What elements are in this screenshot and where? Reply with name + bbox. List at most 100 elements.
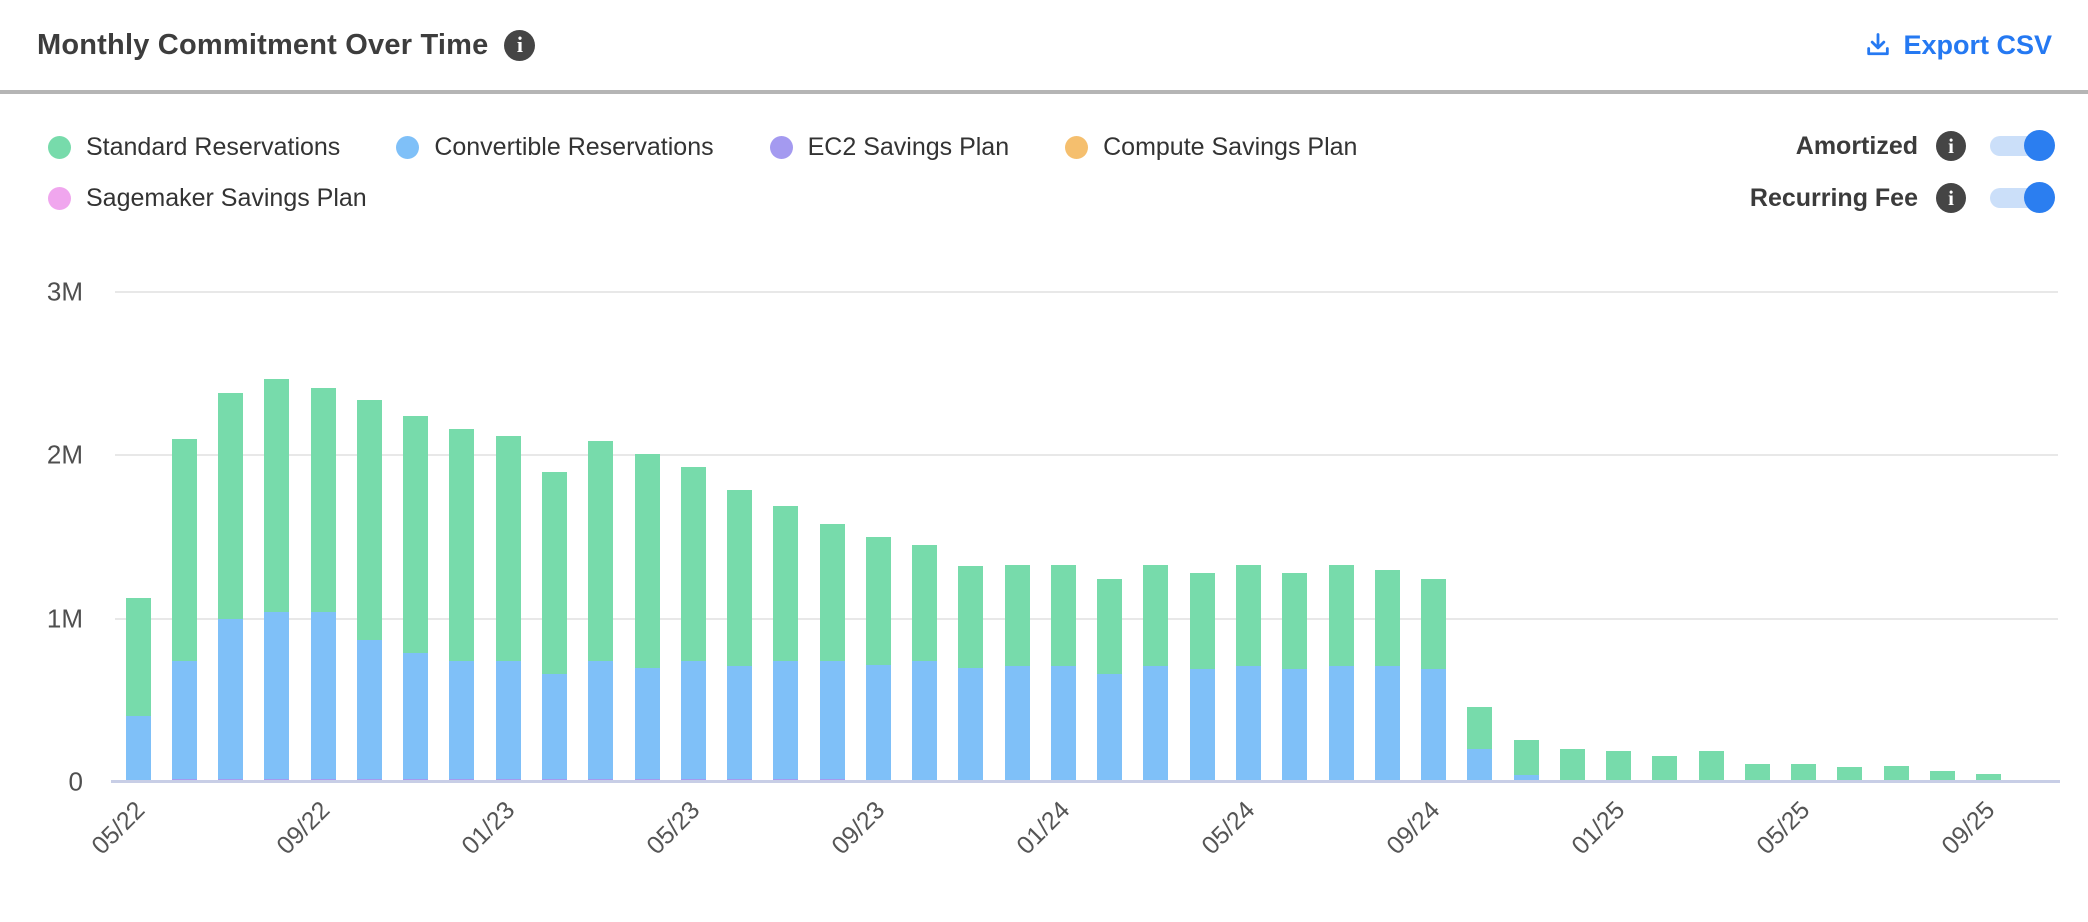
gridline-1M	[115, 617, 2058, 620]
bar-slot-02/25	[1642, 292, 1688, 782]
bar-05/24[interactable]	[1236, 564, 1261, 782]
bar-05/23[interactable]	[680, 466, 706, 782]
bar-segment-standard-reservations	[1513, 739, 1539, 776]
bar-segment-standard-reservations	[1606, 750, 1632, 782]
bar-09/23[interactable]	[865, 537, 891, 782]
bar-segment-standard-reservations	[1189, 572, 1215, 670]
bar-06/22[interactable]	[171, 439, 197, 782]
bar-segment-standard-reservations	[542, 471, 568, 675]
bar-02/23[interactable]	[542, 471, 568, 782]
y-axis-label-3M: 3M	[46, 276, 83, 307]
bar-segment-convertible-reservations	[1004, 666, 1030, 782]
bar-04/24[interactable]	[1189, 572, 1215, 782]
bar-segment-convertible-reservations	[958, 667, 984, 782]
bar-07/23[interactable]	[773, 505, 799, 782]
bar-11/24[interactable]	[1513, 739, 1539, 782]
bar-06/24[interactable]	[1282, 572, 1308, 782]
bar-09/22[interactable]	[310, 388, 336, 782]
bar-segment-convertible-reservations	[727, 666, 753, 779]
bar-segment-convertible-reservations	[1421, 669, 1447, 782]
bar-segment-standard-reservations	[865, 537, 891, 666]
amortized-toggle[interactable]	[1990, 130, 2055, 161]
bar-08/25[interactable]	[1929, 771, 1955, 782]
bar-segment-standard-reservations	[171, 439, 197, 662]
bar-07/22[interactable]	[218, 393, 244, 782]
x-axis-line	[111, 780, 2060, 783]
bar-slot-01/23	[485, 292, 531, 782]
bar-12/23[interactable]	[1004, 564, 1030, 782]
bar-slot-01/24	[1040, 292, 1086, 782]
amortized-info-icon[interactable]: i	[1936, 131, 1966, 161]
bar-segment-convertible-reservations	[819, 661, 845, 779]
legend-item-sagemaker-savings-plan[interactable]: Sagemaker Savings Plan	[48, 181, 367, 215]
bar-08/24[interactable]	[1374, 569, 1400, 782]
bar-04/25[interactable]	[1744, 764, 1770, 782]
bar-slot-06/23	[716, 292, 762, 782]
bar-08/23[interactable]	[819, 523, 845, 782]
bar-segment-convertible-reservations	[912, 661, 938, 782]
bar-01/25[interactable]	[1606, 750, 1632, 782]
bar-01/24[interactable]	[1050, 564, 1076, 782]
bar-01/23[interactable]	[495, 435, 521, 782]
legend-item-standard-reservations[interactable]: Standard Reservations	[48, 130, 340, 164]
bar-11/22[interactable]	[403, 416, 429, 782]
bar-slot-10/23	[902, 292, 948, 782]
bar-segment-standard-reservations	[1883, 765, 1909, 782]
bar-segment-convertible-reservations	[542, 674, 568, 779]
y-axis-label-2M: 2M	[46, 439, 83, 470]
bar-05/22[interactable]	[125, 598, 151, 782]
bar-segment-convertible-reservations	[264, 612, 290, 779]
chart-header: Monthly Commitment Over Time i Export CS…	[0, 0, 2088, 90]
bar-05/25[interactable]	[1791, 764, 1817, 782]
toggle-row-amortized: Amortized i	[1750, 126, 2055, 166]
bar-08/22[interactable]	[264, 378, 290, 782]
x-axis-label-09/25: 09/25	[1936, 796, 2001, 861]
bar-segment-convertible-reservations	[1236, 666, 1261, 782]
bar-03/25[interactable]	[1698, 750, 1724, 782]
bar-06/23[interactable]	[727, 489, 753, 782]
bar-segment-standard-reservations	[264, 378, 290, 613]
bar-slot-06/24	[1272, 292, 1318, 782]
bar-03/24[interactable]	[1143, 564, 1169, 782]
x-axis-label-05/23: 05/23	[641, 796, 706, 861]
bar-segment-standard-reservations	[1744, 764, 1770, 782]
bar-11/23[interactable]	[958, 566, 984, 782]
title-info-icon[interactable]: i	[504, 29, 536, 61]
bar-07/24[interactable]	[1328, 564, 1354, 782]
x-axis-label-05/25: 05/25	[1751, 796, 1816, 861]
bar-segment-standard-reservations	[680, 466, 706, 662]
bar-02/25[interactable]	[1652, 755, 1678, 782]
bar-segment-convertible-reservations	[218, 618, 244, 779]
bar-slot-12/23	[994, 292, 1040, 782]
bar-segment-standard-reservations	[1097, 579, 1123, 675]
legend-label: EC2 Savings Plan	[807, 132, 1010, 161]
bar-06/25[interactable]	[1837, 767, 1863, 782]
bar-10/22[interactable]	[356, 399, 382, 782]
bar-segment-standard-reservations	[1837, 767, 1863, 782]
recurring-fee-toggle[interactable]	[1990, 182, 2055, 213]
bar-07/25[interactable]	[1883, 765, 1909, 782]
legend-item-compute-savings-plan[interactable]: Compute Savings Plan	[1065, 130, 1357, 164]
recurring-fee-info-icon[interactable]: i	[1936, 183, 1966, 213]
bar-10/24[interactable]	[1467, 706, 1493, 782]
x-axis-label-01/23: 01/23	[455, 796, 521, 861]
recurring-fee-label: Recurring Fee	[1749, 183, 1918, 212]
bar-09/25[interactable]	[1976, 773, 2002, 782]
bar-slot-05/24	[1225, 292, 1271, 782]
legend-item-ec2-savings-plan[interactable]: EC2 Savings Plan	[769, 130, 1010, 164]
bar-12/24[interactable]	[1559, 749, 1585, 782]
export-csv-button[interactable]: Export CSV	[1864, 30, 2052, 61]
legend-item-convertible-reservations[interactable]: Convertible Reservations	[396, 130, 714, 164]
bar-12/22[interactable]	[449, 429, 475, 782]
toggle-panel: Amortized i Recurring Fee i	[1749, 126, 2055, 218]
bar-slot-10/25	[2012, 292, 2058, 782]
bar-02/24[interactable]	[1097, 579, 1123, 782]
bar-04/23[interactable]	[634, 453, 660, 782]
bar-09/24[interactable]	[1421, 579, 1447, 782]
bar-10/23[interactable]	[912, 545, 938, 782]
bar-segment-convertible-reservations	[310, 612, 336, 779]
legend-label: Compute Savings Plan	[1103, 132, 1358, 161]
bar-03/23[interactable]	[588, 440, 614, 782]
bar-segment-convertible-reservations	[1328, 666, 1354, 782]
legend-dot	[1065, 135, 1089, 159]
